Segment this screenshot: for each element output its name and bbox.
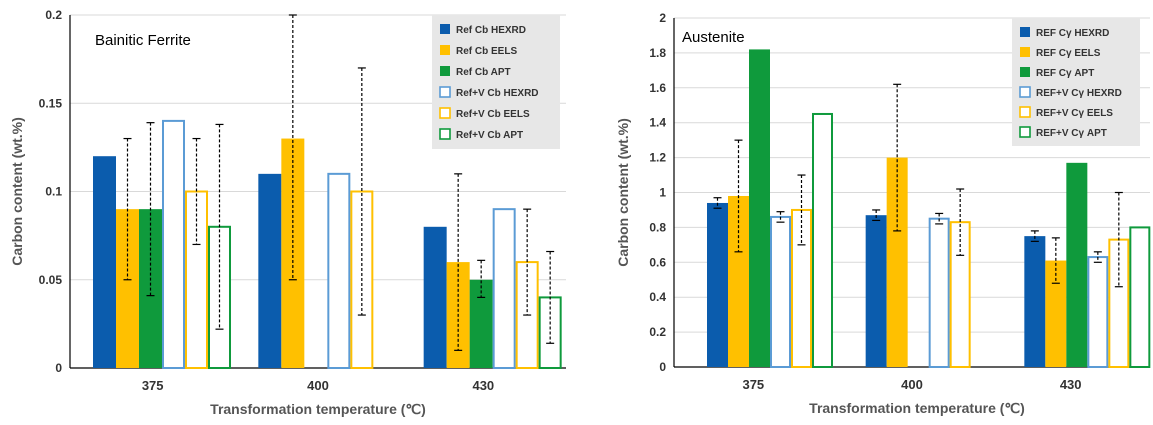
bar-ref-c-eels-375	[728, 195, 749, 367]
chart-austenite: 0 0.2 0.4 0.6 0.8 1 1.2 1.4 1.6 1.8 2 375 400 430 Aust…	[615, 11, 1151, 416]
legend-swatch-ref-v-cb-hexrd	[439, 86, 451, 98]
legend-swatch-ref-v-cb-apt	[439, 128, 451, 140]
bar-ref-v-cb-hexrd-430	[492, 208, 516, 369]
bar-ref-c-eels-400	[886, 157, 908, 367]
bar-ref-v-c-hexrd-400	[928, 217, 950, 368]
bar-ref-v-cb-eels-375	[185, 190, 208, 369]
x-tick-label: 375	[142, 378, 164, 393]
bar-ref-v-c-eels-375	[791, 208, 812, 368]
bar-ref-v-cb-hexrd-400	[327, 172, 351, 369]
legend-swatch-ref-v-c-eels	[1019, 106, 1031, 118]
x-tick-label: 375	[742, 377, 764, 392]
y-axis-label: Carbon content (wt.%)	[615, 118, 631, 267]
legend-label: REF Cγ HEXRD	[1036, 28, 1109, 39]
y-tick-label: 1.2	[649, 151, 666, 165]
y-tick-label: 0	[55, 361, 62, 375]
y-tick-label: 2	[659, 11, 666, 25]
bar-ref-v-c-apt-430	[1129, 226, 1151, 368]
y-tick-label: 0.15	[39, 96, 63, 110]
legend-swatch-ref-cb-hexrd	[440, 24, 450, 34]
bar-ref-v-c-apt-375	[812, 112, 833, 368]
legend-label: REF Cγ EELS	[1036, 48, 1101, 59]
bar-ref-cb-eels-400	[281, 138, 305, 368]
bar-ref-c-hexrd-400	[865, 215, 887, 367]
x-axis-label: Transformation temperature (℃)	[809, 400, 1025, 416]
legend-swatch-ref-v-c-hexrd	[1019, 86, 1031, 98]
bar-ref-c-apt-430	[1066, 162, 1088, 367]
legend-label: REF+V Cγ HEXRD	[1036, 88, 1122, 99]
legend-label: Ref Cb EELS	[456, 46, 517, 57]
legend-swatch-ref-c-apt	[1020, 67, 1030, 77]
legend-label: REF Cγ APT	[1036, 68, 1094, 79]
bar-ref-c-eels-430	[1045, 260, 1067, 367]
y-tick-label: 0.05	[39, 273, 63, 287]
legend-label: Ref+V Cb EELS	[456, 109, 530, 120]
bar-ref-v-cb-hexrd-375	[162, 119, 185, 370]
x-tick-label: 430	[1060, 377, 1082, 392]
legend-swatch-ref-c-hexrd	[1020, 27, 1030, 37]
bar-ref-cb-hexrd-400	[258, 173, 282, 368]
y-tick-label: 0.2	[649, 325, 666, 339]
legend-swatch-ref-v-c-apt	[1019, 126, 1031, 138]
y-tick-label: 0.6	[649, 255, 666, 269]
legend-label: Ref Cb APT	[456, 67, 511, 78]
y-tick-label: 1.8	[649, 46, 666, 60]
x-axis-label: Transformation temperature (℃)	[210, 401, 426, 417]
y-tick-label: 1.4	[649, 116, 666, 130]
bar-ref-cb-apt-430	[469, 279, 493, 368]
legend-label: REF+V Cγ APT	[1036, 128, 1107, 139]
x-tick-label: 430	[472, 378, 494, 393]
y-tick-label: 0	[659, 360, 666, 374]
bar-ref-v-c-hexrd-375	[770, 215, 791, 368]
y-tick-label: 1.6	[649, 81, 666, 95]
bar-ref-v-c-hexrd-430	[1087, 256, 1109, 368]
bar-ref-cb-hexrd-430	[423, 226, 447, 368]
legend-box	[432, 15, 560, 149]
bar-ref-c-hexrd-430	[1024, 236, 1046, 367]
bar-ref-c-hexrd-375	[707, 202, 728, 367]
y-tick-label: 0.8	[649, 220, 666, 234]
legend-swatch-ref-v-cb-eels	[439, 107, 451, 119]
chart-title: Bainitic Ferrite	[95, 32, 191, 49]
y-axis-label: Carbon content (wt.%)	[9, 117, 25, 266]
y-tick-label: 0.1	[45, 185, 62, 199]
bar-ref-v-c-eels-400	[949, 221, 971, 368]
legend-swatch-ref-cb-eels	[440, 45, 450, 55]
legend-swatch-ref-cb-apt	[440, 66, 450, 76]
legend-label: Ref+V Cb HEXRD	[456, 88, 539, 99]
bar-ref-cb-hexrd-375	[93, 156, 116, 368]
y-tick-label: 0.4	[649, 290, 666, 304]
bar-ref-cb-eels-375	[116, 209, 139, 368]
x-tick-label: 400	[307, 378, 329, 393]
legend-box	[1012, 18, 1140, 146]
legend-label: Ref Cb HEXRD	[456, 25, 526, 36]
chart-bainitic-ferrite: 0 0.05 0.1 0.15 0.2 375 400 430 Bainitic Ferrite…	[9, 8, 566, 417]
legend-swatch-ref-c-eels	[1020, 47, 1030, 57]
legend-label: REF+V Cγ EELS	[1036, 108, 1113, 119]
x-tick-label: 400	[901, 377, 923, 392]
bar-ref-c-apt-375	[749, 49, 770, 367]
legend: Ref Cb HEXRD Ref Cb EELS Ref Cb APT Ref+V C…	[432, 15, 560, 149]
y-tick-label: 1	[659, 186, 666, 200]
legend: REF Cγ HEXRD REF Cγ EELS REF Cγ APT REF+V C…	[1012, 18, 1140, 146]
legend-label: Ref+V Cb APT	[456, 130, 523, 141]
y-tick-label: 0.2	[45, 8, 62, 22]
chart-title: Austenite	[682, 29, 745, 46]
